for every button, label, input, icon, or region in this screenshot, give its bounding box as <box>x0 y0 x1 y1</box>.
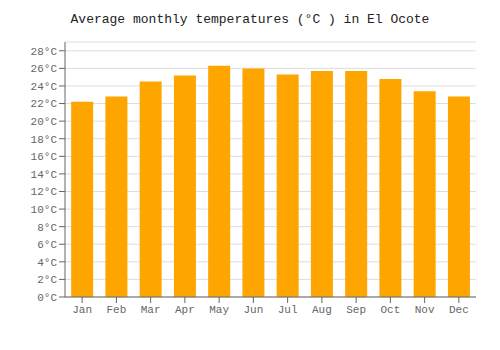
svg-text:6°C: 6°C <box>37 239 57 251</box>
svg-text:Apr: Apr <box>175 304 195 316</box>
svg-text:26°C: 26°C <box>31 63 58 75</box>
svg-text:22°C: 22°C <box>31 98 58 110</box>
svg-text:Feb: Feb <box>106 304 126 316</box>
svg-text:20°C: 20°C <box>31 116 58 128</box>
svg-text:24°C: 24°C <box>31 81 58 93</box>
svg-text:18°C: 18°C <box>31 134 58 146</box>
svg-text:16°C: 16°C <box>31 151 58 163</box>
svg-text:Jun: Jun <box>243 304 263 316</box>
svg-text:2°C: 2°C <box>37 274 57 286</box>
svg-text:Nov: Nov <box>415 304 435 316</box>
svg-text:8°C: 8°C <box>37 222 57 234</box>
svg-text:Dec: Dec <box>449 304 469 316</box>
svg-text:May: May <box>209 304 229 316</box>
svg-text:Oct: Oct <box>380 304 400 316</box>
svg-text:4°C: 4°C <box>37 257 57 269</box>
svg-text:0°C: 0°C <box>37 292 57 304</box>
svg-text:Mar: Mar <box>141 304 161 316</box>
svg-text:Jul: Jul <box>278 304 298 316</box>
svg-text:Sep: Sep <box>346 304 366 316</box>
svg-text:Aug: Aug <box>312 304 332 316</box>
svg-text:28°C: 28°C <box>31 46 58 58</box>
svg-text:14°C: 14°C <box>31 169 58 181</box>
svg-text:10°C: 10°C <box>31 204 58 216</box>
svg-text:Jan: Jan <box>72 304 92 316</box>
html-text:Average monthly temperatures (: Average monthly temperatures (°C ) in El… <box>70 12 430 27</box>
svg-text:12°C: 12°C <box>31 186 58 198</box>
